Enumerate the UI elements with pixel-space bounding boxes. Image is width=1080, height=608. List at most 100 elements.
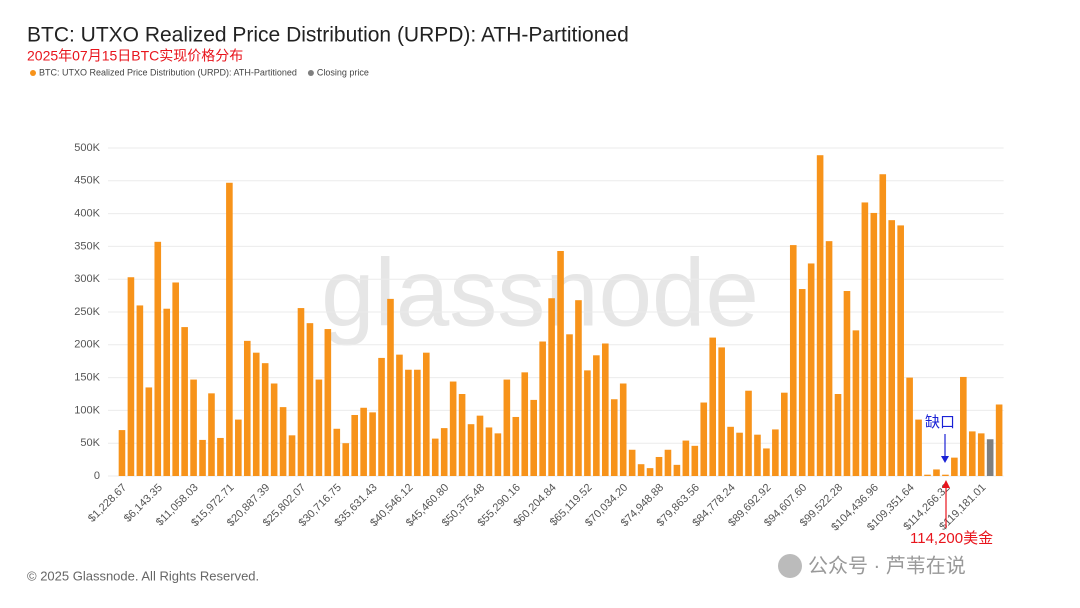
- bar: [467, 424, 475, 476]
- bar: [655, 456, 663, 476]
- bar: [763, 448, 770, 476]
- bar: [700, 402, 708, 476]
- bar: [977, 433, 985, 476]
- bar: [235, 419, 242, 476]
- bar: [816, 155, 824, 476]
- bar: [798, 289, 806, 476]
- y-tick-label: 250K: [74, 306, 100, 318]
- y-tick-label: 350K: [74, 240, 100, 252]
- bar: [951, 457, 958, 476]
- bar: [297, 308, 305, 476]
- bar: [458, 394, 466, 476]
- bar: [118, 430, 126, 476]
- bar: [521, 372, 529, 476]
- bar: [172, 282, 179, 476]
- bar: [619, 383, 627, 476]
- bar: [637, 464, 645, 476]
- bar: [360, 407, 367, 476]
- bar: [995, 404, 1003, 476]
- bar: [986, 439, 994, 476]
- legend-label: Closing price: [317, 67, 369, 77]
- bar: [942, 474, 949, 476]
- bar: [485, 427, 493, 476]
- bar: [243, 340, 251, 476]
- legend-marker: [307, 70, 314, 76]
- bar: [906, 377, 913, 476]
- bar: [861, 202, 869, 476]
- y-tick-label: 450K: [74, 175, 100, 187]
- bar: [199, 439, 206, 476]
- bar: [691, 445, 699, 476]
- bar: [127, 277, 135, 476]
- bar: [960, 376, 967, 476]
- bar: [270, 383, 278, 476]
- annotation-arrow: [942, 480, 950, 488]
- chart-subtitle: 2025年07月15日BTC实现价格分布: [27, 48, 243, 64]
- bar: [414, 369, 421, 476]
- bar: [378, 357, 385, 476]
- bar: [789, 245, 797, 476]
- bar: [449, 381, 457, 476]
- bar: [217, 437, 224, 476]
- y-tick-label: 150K: [74, 372, 100, 384]
- bar: [351, 414, 358, 476]
- bar: [494, 433, 502, 476]
- bar: [431, 438, 439, 476]
- bar: [646, 468, 654, 476]
- bar: [369, 412, 376, 476]
- bar: [933, 469, 940, 476]
- bar: [324, 329, 332, 476]
- bar: [342, 443, 350, 476]
- chart-title: BTC: UTXO Realized Price Distribution (U…: [27, 24, 629, 47]
- bar: [745, 390, 752, 476]
- bar: [924, 474, 931, 476]
- bar: [610, 399, 618, 476]
- bar: [673, 464, 681, 476]
- bar: [834, 394, 842, 476]
- watermark: glassnode: [321, 239, 759, 346]
- bar: [566, 334, 573, 476]
- bar: [288, 435, 296, 476]
- bar: [333, 428, 341, 476]
- annotation: 缺口: [925, 414, 955, 431]
- bar: [772, 429, 779, 476]
- y-tick-label: 100K: [74, 404, 100, 416]
- wechat-icon: [778, 554, 802, 578]
- bar: [306, 323, 314, 476]
- y-tick-label: 500K: [74, 142, 100, 154]
- bar: [208, 393, 215, 476]
- bar: [145, 387, 153, 476]
- bar: [664, 449, 672, 476]
- bar: [807, 263, 815, 476]
- bar: [968, 431, 976, 476]
- bar: [727, 426, 734, 476]
- bar: [512, 416, 520, 476]
- legend-label: BTC: UTXO Realized Price Distribution (U…: [39, 67, 297, 77]
- bar: [897, 225, 904, 476]
- bar: [843, 291, 851, 476]
- bar: [476, 415, 484, 476]
- bar: [181, 327, 188, 476]
- bar: [825, 241, 833, 476]
- bar: [602, 343, 609, 476]
- bar: [754, 434, 761, 476]
- bar: [915, 419, 922, 476]
- bar: [226, 182, 233, 476]
- bar: [736, 432, 743, 476]
- bar: [440, 428, 448, 476]
- y-tick-label: 400K: [74, 208, 100, 220]
- bar: [503, 379, 511, 476]
- bar: [557, 250, 564, 476]
- footer: © 2025 Glassnode. All Rights Reserved.: [27, 568, 259, 583]
- y-tick-label: 300K: [74, 273, 100, 285]
- bar: [530, 399, 537, 476]
- bar: [539, 341, 546, 476]
- bar: [584, 370, 591, 476]
- bar: [575, 300, 582, 476]
- bar: [888, 220, 896, 476]
- bar: [852, 330, 860, 476]
- bar: [387, 298, 394, 476]
- bar: [279, 407, 287, 476]
- bar: [252, 352, 260, 476]
